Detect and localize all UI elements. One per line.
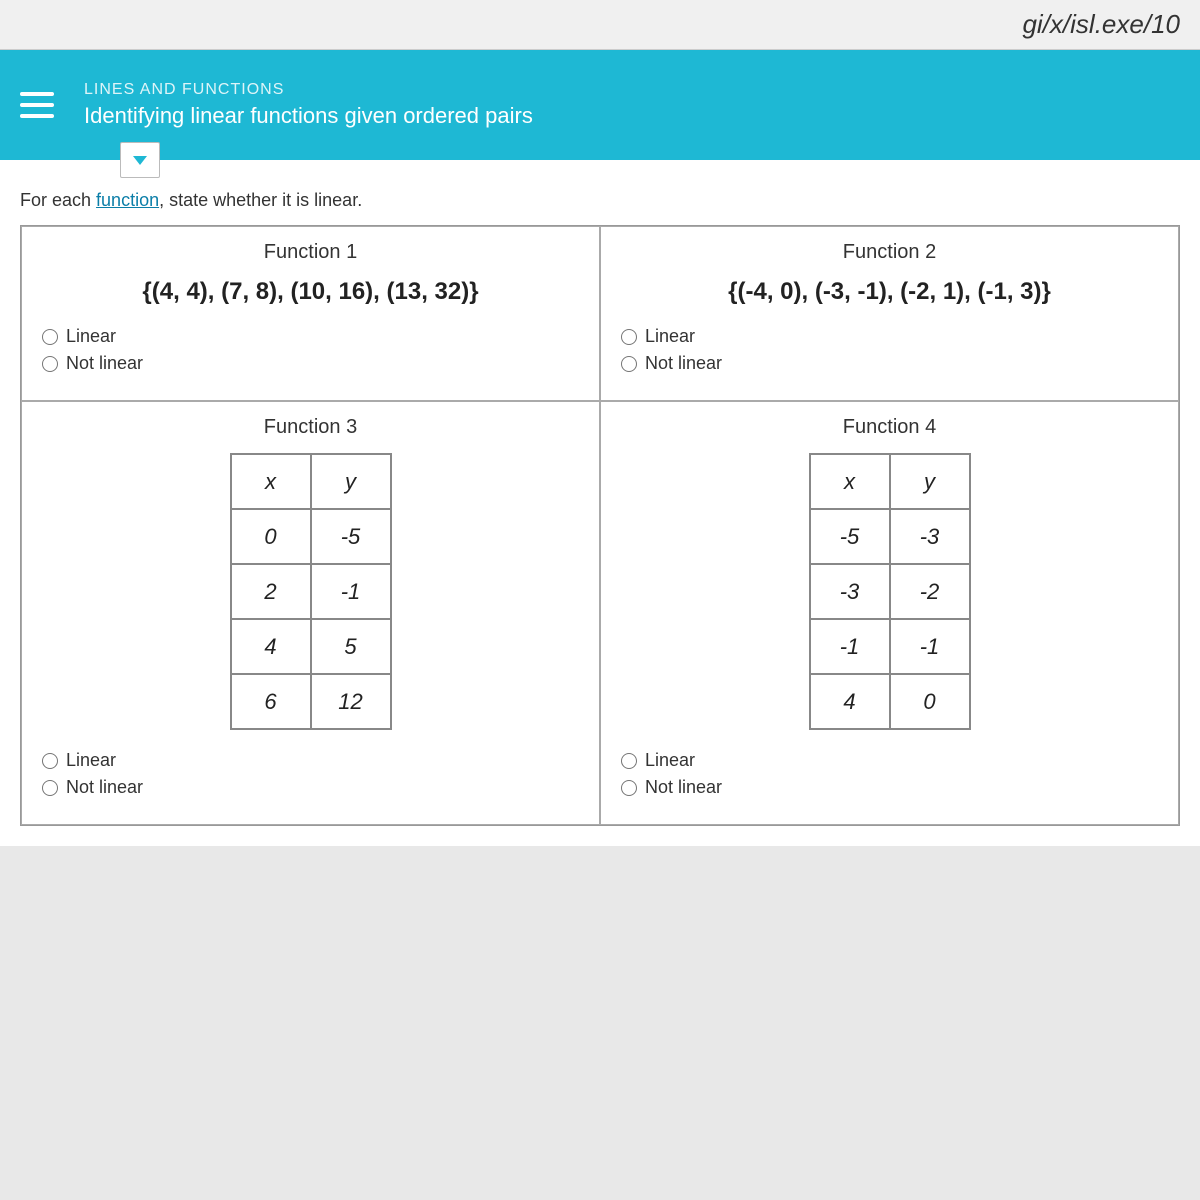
f2-not-linear-label: Not linear: [645, 353, 722, 374]
table-cell: 6: [231, 674, 311, 729]
function-4-options: Linear Not linear: [621, 750, 1158, 798]
lesson-header: LINES AND FUNCTIONS Identifying linear f…: [0, 50, 1200, 160]
table-cell: -1: [311, 564, 391, 619]
instruction-text: For each function, state whether it is l…: [20, 190, 1180, 211]
url-fragment: gi/x/isl.exe/10: [1022, 9, 1180, 40]
table-cell: -3: [890, 509, 970, 564]
f3-not-linear-label: Not linear: [66, 777, 143, 798]
function-3-table: xy 0-5 2-1 45 612: [230, 453, 392, 730]
f3-not-linear-option[interactable]: Not linear: [42, 777, 579, 798]
f3-col-y: y: [311, 454, 391, 509]
function-1-options: Linear Not linear: [42, 326, 579, 374]
f2-linear-label: Linear: [645, 326, 695, 347]
function-2-options: Linear Not linear: [621, 326, 1158, 374]
url-bar: gi/x/isl.exe/10: [0, 0, 1200, 50]
f4-not-linear-label: Not linear: [645, 777, 722, 798]
function-4-label: Function 4: [621, 416, 1158, 439]
function-1-cell: Function 1 {(4, 4), (7, 8), (10, 16), (1…: [21, 226, 600, 401]
f1-not-linear-label: Not linear: [66, 353, 143, 374]
table-cell: -1: [890, 619, 970, 674]
function-4-cell: Function 4 xy -5-3 -3-2 -1-1 40 Linear N…: [600, 401, 1179, 825]
f2-not-linear-radio[interactable]: [621, 356, 637, 372]
function-2-label: Function 2: [621, 241, 1158, 264]
table-cell: 4: [810, 674, 890, 729]
header-category: LINES AND FUNCTIONS: [84, 81, 533, 99]
f2-not-linear-option[interactable]: Not linear: [621, 353, 1158, 374]
f3-linear-radio[interactable]: [42, 753, 58, 769]
table-cell: -2: [890, 564, 970, 619]
f1-linear-radio[interactable]: [42, 329, 58, 345]
table-cell: -5: [810, 509, 890, 564]
f4-linear-radio[interactable]: [621, 753, 637, 769]
table-cell: 5: [311, 619, 391, 674]
f1-not-linear-option[interactable]: Not linear: [42, 353, 579, 374]
header-title: Identifying linear functions given order…: [84, 103, 533, 129]
function-1-label: Function 1: [42, 241, 579, 264]
function-1-pairs: {(4, 4), (7, 8), (10, 16), (13, 32)}: [42, 278, 579, 306]
f4-not-linear-radio[interactable]: [621, 780, 637, 796]
table-cell: -5: [311, 509, 391, 564]
function-definition-link[interactable]: function: [96, 190, 159, 210]
function-2-cell: Function 2 {(-4, 0), (-3, -1), (-2, 1), …: [600, 226, 1179, 401]
dropdown-toggle[interactable]: [120, 142, 160, 178]
table-cell: -3: [810, 564, 890, 619]
function-3-cell: Function 3 xy 0-5 2-1 45 612 Linear Not …: [21, 401, 600, 825]
table-cell: -1: [810, 619, 890, 674]
function-4-table: xy -5-3 -3-2 -1-1 40: [809, 453, 971, 730]
f4-linear-label: Linear: [645, 750, 695, 771]
table-cell: 12: [311, 674, 391, 729]
function-3-options: Linear Not linear: [42, 750, 579, 798]
table-cell: 4: [231, 619, 311, 674]
f2-linear-option[interactable]: Linear: [621, 326, 1158, 347]
f1-linear-option[interactable]: Linear: [42, 326, 579, 347]
instruction-prefix: For each: [20, 190, 96, 210]
table-cell: 2: [231, 564, 311, 619]
f1-linear-label: Linear: [66, 326, 116, 347]
f4-col-y: y: [890, 454, 970, 509]
f1-not-linear-radio[interactable]: [42, 356, 58, 372]
f3-linear-option[interactable]: Linear: [42, 750, 579, 771]
function-3-label: Function 3: [42, 416, 579, 439]
f4-not-linear-option[interactable]: Not linear: [621, 777, 1158, 798]
header-text: LINES AND FUNCTIONS Identifying linear f…: [84, 81, 533, 129]
f4-linear-option[interactable]: Linear: [621, 750, 1158, 771]
f4-col-x: x: [810, 454, 890, 509]
function-2-pairs: {(-4, 0), (-3, -1), (-2, 1), (-1, 3)}: [621, 278, 1158, 306]
instruction-suffix: , state whether it is linear.: [159, 190, 362, 210]
f3-not-linear-radio[interactable]: [42, 780, 58, 796]
menu-icon[interactable]: [20, 92, 54, 118]
f3-col-x: x: [231, 454, 311, 509]
f3-linear-label: Linear: [66, 750, 116, 771]
table-cell: 0: [890, 674, 970, 729]
chevron-down-icon: [133, 156, 147, 165]
content-area: For each function, state whether it is l…: [0, 160, 1200, 846]
functions-grid: Function 1 {(4, 4), (7, 8), (10, 16), (1…: [20, 225, 1180, 826]
table-cell: 0: [231, 509, 311, 564]
f2-linear-radio[interactable]: [621, 329, 637, 345]
